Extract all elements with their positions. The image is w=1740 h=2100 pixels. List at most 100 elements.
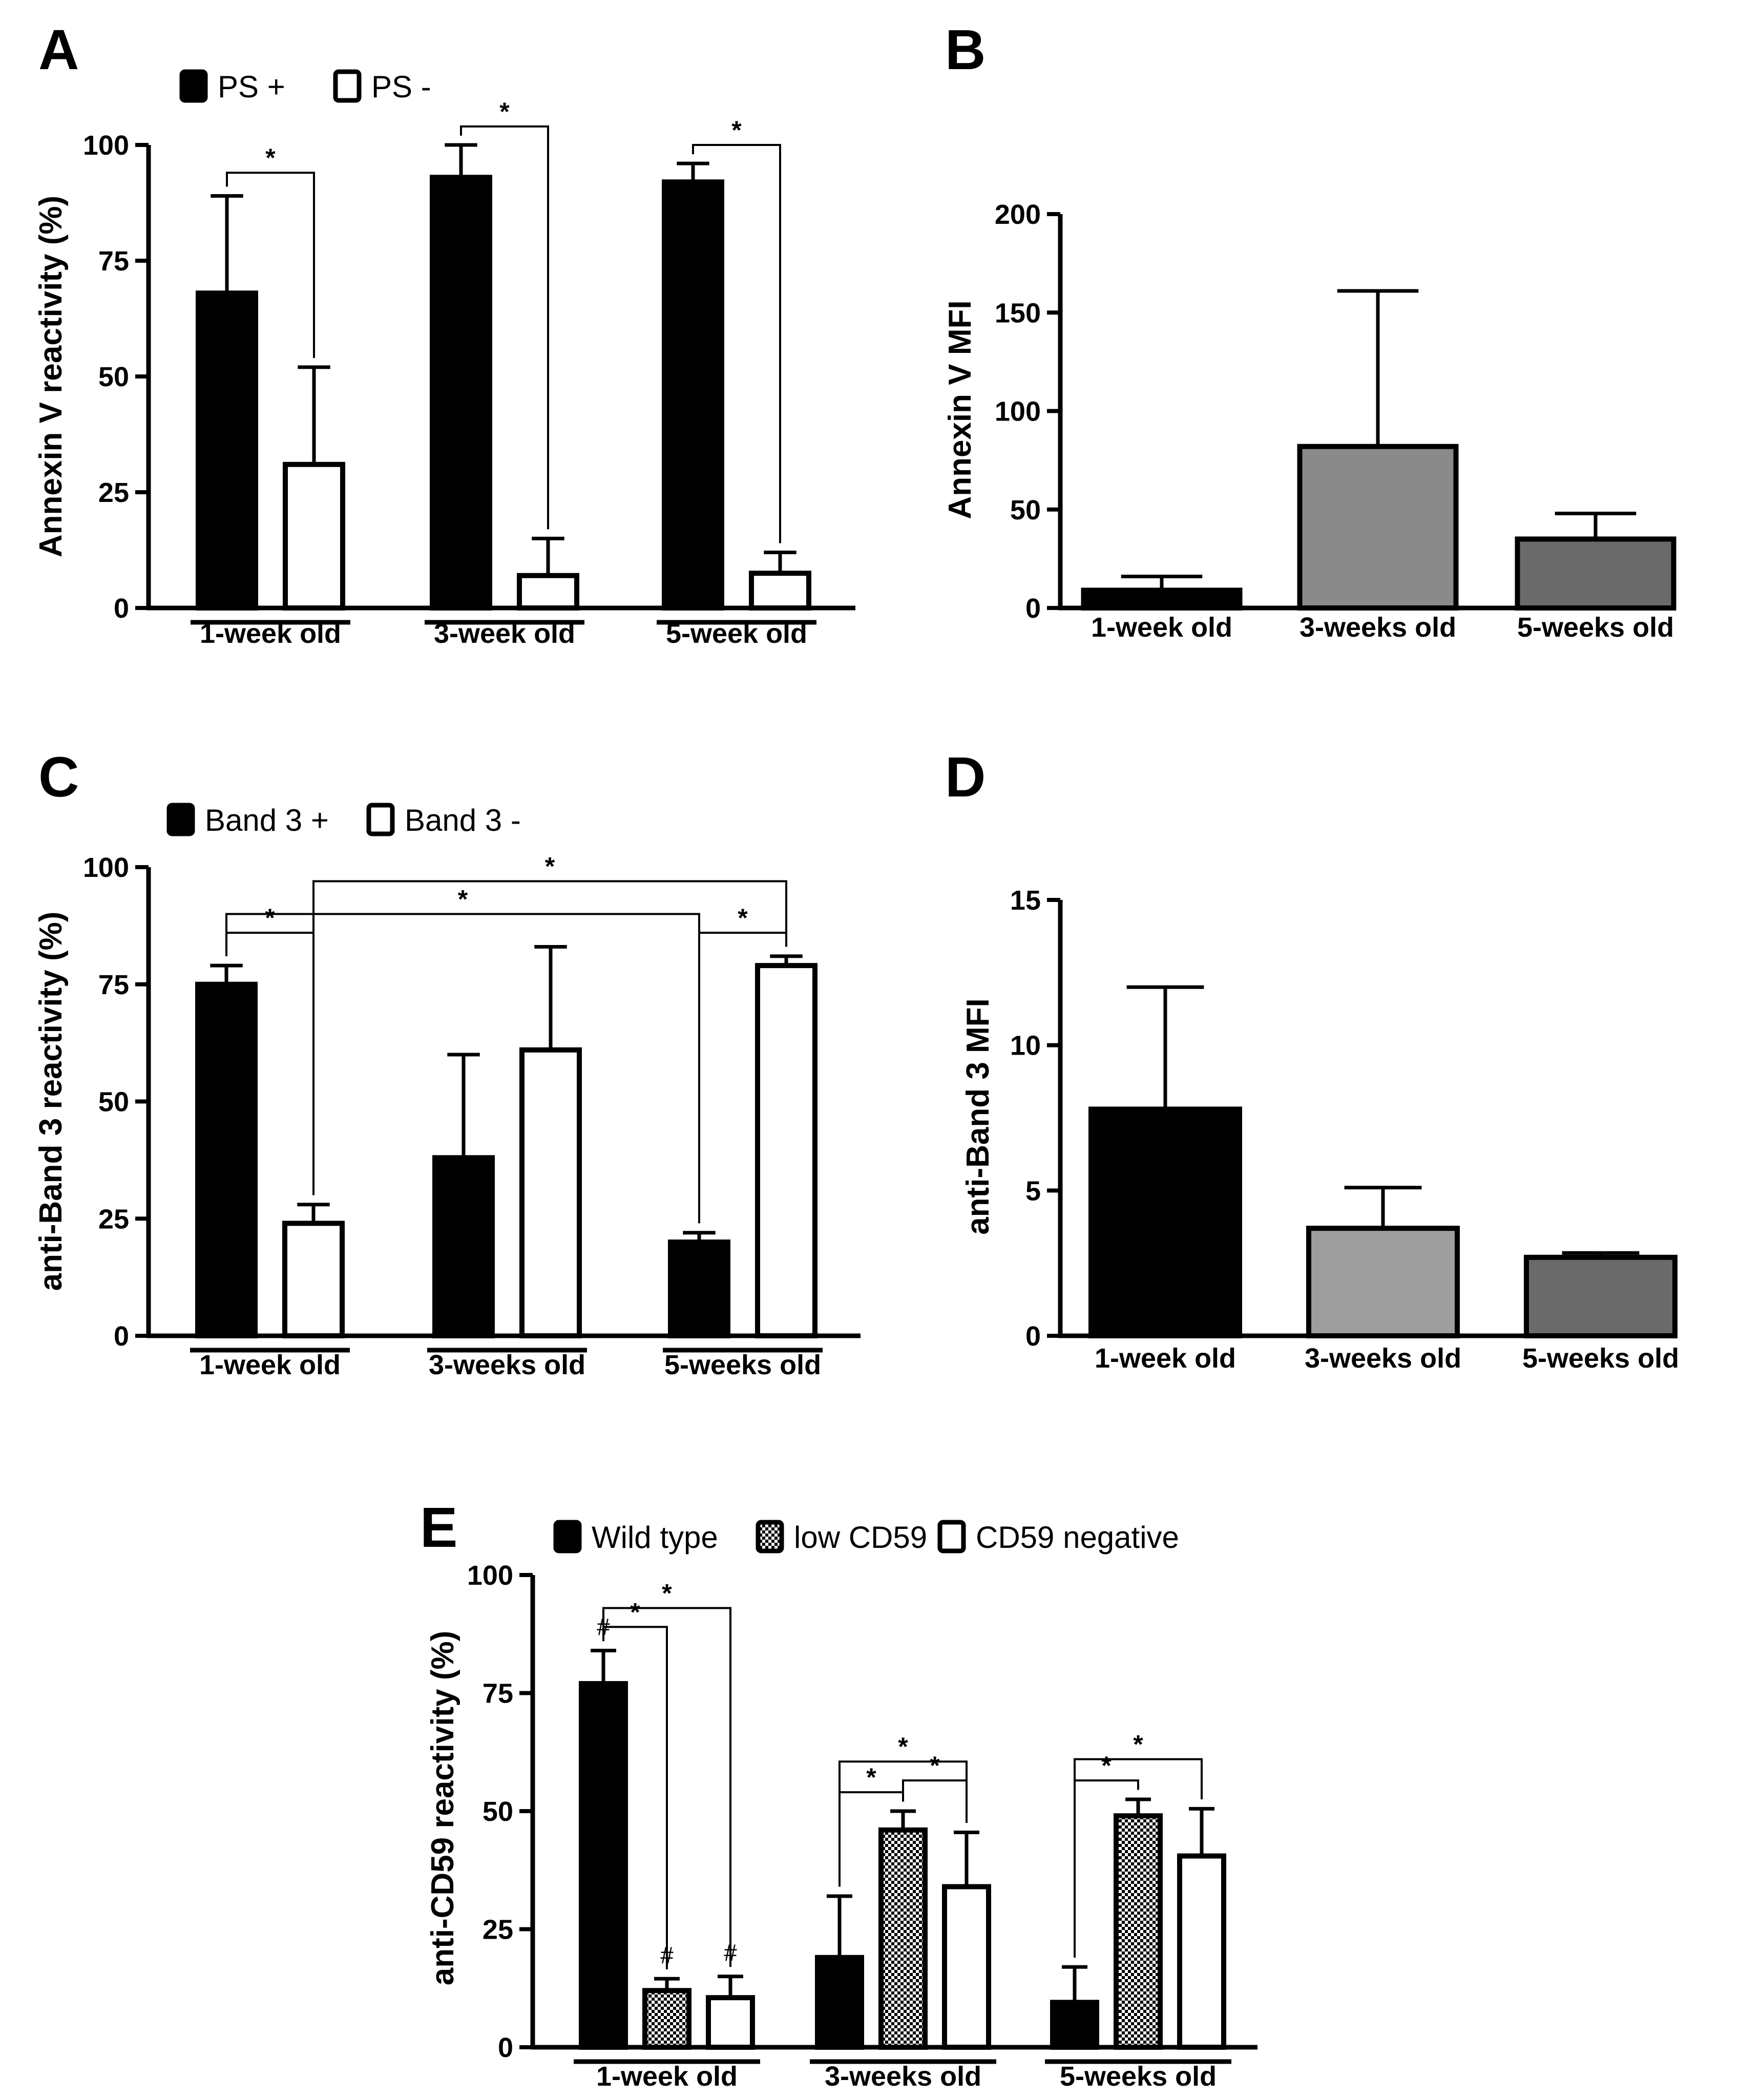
- bar: [282, 1221, 345, 1338]
- y-axis-label: anti-Band 3 reactivity (%): [33, 912, 69, 1291]
- y-tick-label: 75: [483, 1678, 513, 1709]
- y-tick-label: 75: [98, 970, 129, 1000]
- bar: [579, 1681, 628, 2050]
- y-tick-label: 25: [483, 1915, 513, 1945]
- y-tick-label: 10: [1010, 1031, 1041, 1061]
- bar: [1088, 1106, 1242, 1338]
- bar: [706, 1995, 755, 2050]
- bar: [755, 963, 817, 1338]
- y-tick-label: 100: [83, 852, 129, 883]
- significance-star: *: [738, 904, 748, 932]
- bar: [196, 290, 258, 611]
- y-tick-label: 15: [1010, 885, 1041, 916]
- bar: [1114, 1813, 1163, 2050]
- significance-star: *: [731, 116, 742, 144]
- y-tick-label: 0: [114, 593, 129, 624]
- y-tick-label: 100: [995, 396, 1041, 427]
- significance-bracket: [838, 1760, 968, 1887]
- significance-star: *: [630, 1598, 640, 1626]
- y-axis-label: Annexin V MFI: [942, 300, 978, 519]
- significance-star: *: [930, 1751, 940, 1780]
- x-tick-label: 1-week old: [1095, 1343, 1236, 1374]
- legend-swatch: [553, 1520, 582, 1553]
- legend-label: low CD59: [794, 1520, 927, 1555]
- significance-bracket: [902, 1779, 968, 1823]
- bar: [662, 179, 724, 611]
- bar: [668, 1240, 730, 1338]
- y-tick-label: 200: [995, 199, 1041, 230]
- significance-star: *: [898, 1732, 908, 1761]
- legend-label: PS -: [371, 70, 431, 104]
- significance-star: *: [1133, 1730, 1143, 1759]
- bar: [642, 1988, 691, 2050]
- bar: [1081, 587, 1243, 611]
- bar: [815, 1955, 864, 2050]
- y-tick-label: 50: [98, 1087, 129, 1118]
- y-tick-label: 100: [83, 130, 129, 161]
- bar: [195, 981, 258, 1338]
- y-tick-label: 0: [114, 1321, 129, 1352]
- hash-mark: #: [724, 1940, 737, 1966]
- significance-bracket: [692, 144, 781, 543]
- panel-letter: A: [38, 18, 79, 81]
- bar: [1515, 536, 1676, 611]
- bar: [519, 1047, 582, 1339]
- significance-star: *: [545, 852, 555, 880]
- x-tick-label: 3-weeks old: [429, 1350, 585, 1380]
- significance-bracket: [312, 880, 787, 1195]
- panel-c-chart: 0 25 50 75 100 anti-Band 3 reactivity (%) C 1-w…: [33, 746, 861, 1380]
- bar: [432, 1155, 495, 1339]
- significance-bracket: [226, 172, 315, 358]
- panel-a-chart: 0 25 50 75 100 Annexin V reactivity (%) A 1-wee…: [33, 18, 855, 649]
- x-tick-label: 5-weeks old: [664, 1350, 821, 1380]
- significance-bracket: [460, 125, 549, 530]
- legend-label: Band 3 +: [205, 803, 329, 837]
- x-tick-label: 3-weeks old: [825, 2061, 981, 2092]
- significance-star: *: [662, 1579, 672, 1608]
- legend-swatch: [179, 69, 208, 103]
- legend-label: Wild type: [592, 1520, 718, 1555]
- bar: [430, 175, 492, 611]
- y-tick-label: 50: [1010, 495, 1041, 526]
- y-tick-label: 50: [98, 362, 129, 392]
- significance-star: *: [866, 1763, 876, 1792]
- x-tick-label: 3-weeks old: [1299, 612, 1456, 643]
- hash-mark: #: [597, 1614, 610, 1641]
- y-tick-label: 0: [1025, 593, 1041, 624]
- y-tick-label: 100: [467, 1560, 513, 1591]
- y-tick-label: 50: [483, 1796, 513, 1827]
- bar: [942, 1884, 991, 2050]
- significance-star: *: [265, 904, 275, 932]
- x-tick-label: 5-weeks old: [1517, 612, 1674, 643]
- y-tick-label: 150: [995, 298, 1041, 328]
- x-tick-label: 5-weeks old: [1522, 1343, 1679, 1374]
- x-tick-label: 1-week old: [200, 618, 341, 649]
- legend-label: CD59 negative: [976, 1520, 1179, 1555]
- x-tick-label: 1-week old: [1091, 612, 1232, 643]
- bar: [283, 461, 345, 611]
- x-tick-label: 5-week old: [666, 618, 807, 649]
- y-axis-label: Annexin V reactivity (%): [33, 196, 69, 557]
- y-tick-label: 0: [498, 2032, 513, 2063]
- significance-star: *: [499, 97, 510, 126]
- x-tick-label: 3-week old: [434, 618, 575, 649]
- significance-bracket: [1074, 1758, 1203, 1958]
- bar: [1050, 2000, 1099, 2050]
- legend-label: Band 3 -: [405, 803, 521, 837]
- x-tick-label: 5-weeks old: [1060, 2061, 1217, 2092]
- significance-star: *: [265, 143, 276, 172]
- y-tick-label: 0: [1025, 1321, 1041, 1352]
- legend-swatch: [166, 803, 195, 836]
- y-tick-label: 25: [98, 477, 129, 508]
- hash-mark: #: [660, 1942, 674, 1968]
- panel-e-chart: 0 25 50 75 100 anti-CD59 reactivity (%) E 1-wee…: [420, 1496, 1257, 2092]
- y-axis-label: anti-CD59 reactivity (%): [425, 1631, 460, 1986]
- significance-bracket: [698, 932, 787, 1224]
- panel-b-chart: 0 50 100 150 200 Annexin V MFI B 1-week old 3-we…: [942, 18, 1676, 643]
- panel-letter: B: [945, 18, 986, 81]
- bar: [749, 571, 811, 611]
- panel-d-chart: 0 5 10 15 anti-Band 3 MFI D 1-week old 3-weeks …: [945, 746, 1679, 1374]
- panel-letter: D: [945, 746, 986, 809]
- x-tick-label: 3-weeks old: [1305, 1343, 1461, 1374]
